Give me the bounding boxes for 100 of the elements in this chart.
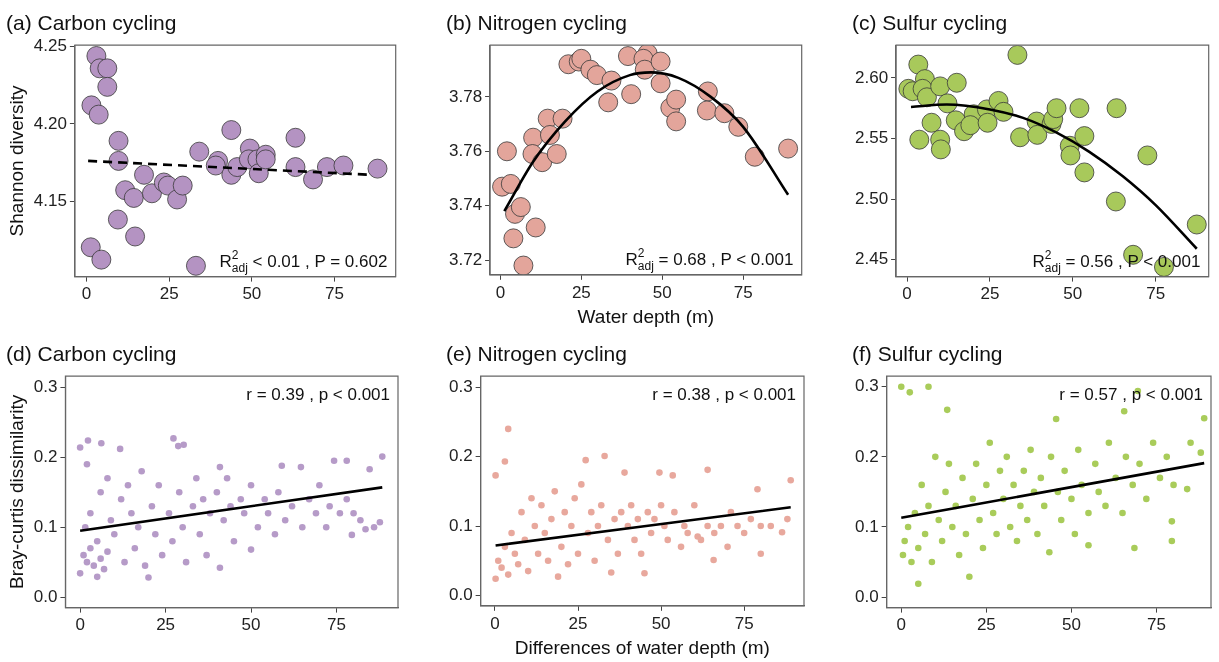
x-tick-label: 50 [652,282,672,302]
y-axis-title: Bray-curtis dissimilarity [5,394,27,590]
x-tick-label: 0 [495,282,506,302]
y-tick-label: 3.74 [448,195,483,215]
y-tick-label: 2.55 [854,128,889,148]
point [97,58,118,79]
x-tick-label: 75 [1146,284,1166,304]
annotation: r = 0.39 , p < 0.001 [246,385,391,405]
x-tick-label: 50 [1061,615,1081,635]
point [1046,98,1067,119]
point [255,149,276,170]
point [666,89,687,110]
y-tick-label: 0.0 [854,586,879,606]
y-tick-label: 3.76 [448,140,483,160]
x-tick-label: 75 [1147,615,1166,635]
point [1074,162,1095,183]
chart-title: (c) Sulfur cycling [852,11,1008,35]
x-tick-label: 25 [159,284,179,304]
x-tick-label: 0 [75,615,85,635]
point [546,144,567,164]
x-tick-label: 25 [976,615,996,635]
point [666,111,687,132]
point [500,174,521,194]
point [97,76,118,97]
x-tick-label: 50 [241,615,261,635]
point [91,249,112,270]
point [921,112,942,133]
x-tick-label: 75 [734,613,754,633]
point [744,146,765,167]
point [172,175,193,196]
point [525,217,546,238]
y-tick-label: 0.1 [33,516,58,536]
point [80,237,101,258]
x-tick-label: 75 [327,615,346,635]
point [1137,145,1158,166]
y-tick-label: 0.3 [448,376,473,396]
y-tick-label: 0.2 [33,446,58,466]
y-tick-label: 0.2 [448,446,473,466]
chart-title: (f) Sulfur cycling [852,342,1003,366]
y-tick-label: 4.25 [33,36,67,56]
point [908,54,929,75]
point [142,183,162,204]
chart-title: (d) Carbon cycling [6,342,177,366]
point [930,139,951,160]
x-tick-label: 0 [81,284,92,304]
point [946,72,967,93]
x-tick-label: 50 [1063,284,1083,304]
point [88,104,109,125]
annotation: r = 0.38 , p < 0.001 [652,385,797,405]
x-tick-label: 25 [156,615,176,635]
point [510,197,531,217]
point [778,138,799,159]
point [909,129,930,150]
y-axis-title: Shannon diversity [5,84,27,237]
y-tick-label: 2.50 [854,188,889,208]
point [1027,124,1048,145]
x-tick-label: 50 [242,284,262,304]
point [134,164,154,185]
point [333,155,354,176]
x-tick-label: 25 [571,282,591,302]
point [930,76,951,97]
x-tick-label: 0 [902,284,912,304]
point [1186,214,1207,235]
x-tick-label: 25 [980,284,1000,304]
y-tick-label: 2.60 [854,67,889,87]
y-tick-label: 4.20 [33,113,67,133]
point [189,141,210,162]
point [303,169,323,190]
point [107,209,128,230]
y-tick-label: 0.3 [33,377,58,397]
point [205,155,226,176]
y-tick-label: 0.3 [854,376,879,396]
point [285,127,306,148]
point [621,84,642,105]
x-tick-label: 0 [490,613,500,633]
point [108,130,129,151]
point [1060,145,1081,166]
point [598,92,619,113]
y-tick-label: 0.2 [854,446,879,466]
point [125,226,145,247]
y-tick-label: 0.0 [33,586,58,606]
point [513,255,534,275]
point [977,112,998,133]
y-tick-label: 4.15 [33,190,67,210]
chart-title: (b) Nitrogen cycling [446,11,627,35]
point [497,141,517,162]
point [1069,98,1090,119]
point [503,228,524,249]
x-tick-label: 50 [651,613,671,633]
point [650,51,671,72]
x-tick-label: 75 [733,282,753,302]
y-tick-label: 3.78 [448,86,483,106]
y-tick-label: 0.1 [448,515,473,535]
point [1105,191,1126,212]
y-tick-label: 3.72 [448,249,483,269]
point [650,73,671,94]
point [1010,127,1030,148]
y-tick-label: 0.1 [854,516,879,536]
point [960,115,981,136]
point [1074,126,1095,146]
